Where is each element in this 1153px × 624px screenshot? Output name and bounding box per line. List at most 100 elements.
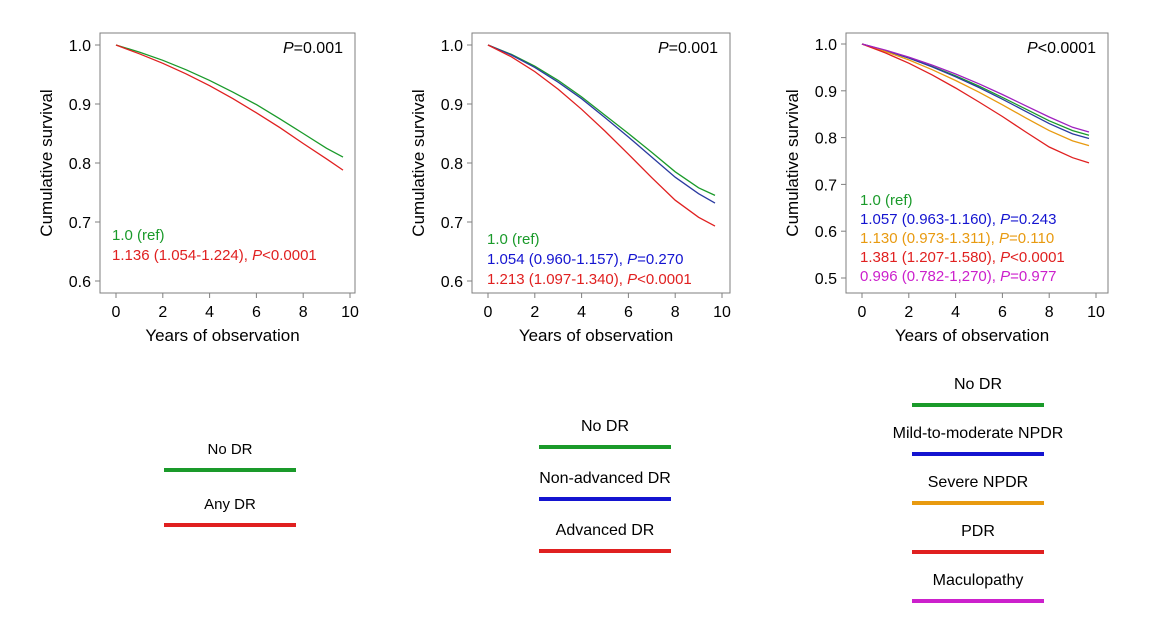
series-line-5 <box>861 43 1090 133</box>
y-tick-label: 0.8 <box>815 131 837 148</box>
x-tick-label: 4 <box>951 304 960 321</box>
x-tick-label: 6 <box>998 304 1007 321</box>
p-symbol: P <box>252 247 262 264</box>
legend-item: No DR <box>858 375 1098 407</box>
y-axis-label: Cumulative survival <box>409 89 428 236</box>
y-axis-label: Cumulative survival <box>37 89 56 236</box>
x-tick-label: 10 <box>713 304 731 321</box>
legend-swatch-line <box>539 445 671 449</box>
x-tick-label: 10 <box>1087 304 1105 321</box>
x-tick-label: 8 <box>299 304 308 321</box>
p-value-label: P=0.001 <box>658 40 718 57</box>
series-line-3 <box>861 43 1090 147</box>
y-tick-label: 1.0 <box>69 38 91 55</box>
hazard-ratio-text: 1.213 (1.097-1.340), <box>487 271 627 288</box>
hazard-ratio-annotation: 1.130 (0.973-1.311), P=0.110 <box>860 230 1054 247</box>
y-tick-label: 1.0 <box>815 37 837 54</box>
series-line-3 <box>487 44 716 227</box>
y-tick-label: 0.9 <box>815 84 837 101</box>
x-tick-label: 0 <box>858 304 867 321</box>
y-tick-label: 0.7 <box>69 215 91 232</box>
chart-panel-1: 0.6 0.7 0.8 0.9 1.0 0 2 4 6 8 10 Years of observati… <box>37 32 359 345</box>
p-value-label: P=0.001 <box>283 40 343 57</box>
chart-panel-2: 0.6 0.7 0.8 0.9 1.0 0 2 4 6 8 10 Years of observati… <box>409 32 731 345</box>
p-value: <0.0001 <box>1010 249 1065 266</box>
p-symbol: P <box>627 251 637 268</box>
p-symbol: P <box>1027 40 1038 57</box>
hazard-ratio-text: 1.0 (ref) <box>487 231 540 248</box>
legend-swatch-line <box>539 497 671 501</box>
hazard-ratio-annotation: 1.0 (ref) <box>112 227 165 244</box>
legend-item: Any DR <box>130 495 330 527</box>
legend-swatch-line <box>539 549 671 553</box>
y-tick-label: 0.5 <box>815 271 837 288</box>
y-tick-label: 0.9 <box>69 97 91 114</box>
hazard-ratio-annotation: 1.0 (ref) <box>487 231 540 248</box>
legend-1: No DR Any DR <box>130 440 330 550</box>
legend-label: No DR <box>580 418 629 435</box>
legend-swatch-line <box>164 523 296 527</box>
legend-item: Severe NPDR <box>858 473 1098 505</box>
p-symbol: P <box>658 40 669 57</box>
series-line-4 <box>861 43 1090 164</box>
legend-label: No DR <box>953 376 1002 393</box>
plot-frame <box>845 32 1109 294</box>
p-symbol: P <box>627 271 637 288</box>
legend-label: Maculopathy <box>932 572 1024 589</box>
hazard-ratio-text: 1.0 (ref) <box>860 192 913 209</box>
p-value: =0.977 <box>1010 268 1056 285</box>
legend-swatch-line <box>912 501 1044 505</box>
hazard-ratio-annotation: 1.213 (1.097-1.340), P<0.0001 <box>487 271 692 288</box>
legend-3: No DR Mild-to-moderate NPDR Severe NPDR PDR… <box>858 375 1098 620</box>
x-axis-label: Years of observation <box>895 326 1049 345</box>
hazard-ratio-annotation: 1.057 (0.963-1.160), P=0.243 <box>860 211 1056 228</box>
p-value-label: P<0.0001 <box>1027 40 1096 57</box>
legend-swatch-line <box>912 452 1044 456</box>
hazard-ratio-text: 1.130 (0.973-1.311), <box>860 230 999 247</box>
y-tick-label: 0.6 <box>815 224 837 241</box>
p-symbol: P <box>1000 211 1010 228</box>
series-line-1 <box>487 44 716 196</box>
legend-label: Any DR <box>204 496 256 513</box>
p-value: =0.270 <box>637 251 683 268</box>
y-tick-label: 0.7 <box>441 215 463 232</box>
hazard-ratio-text: 1.136 (1.054-1.224), <box>112 247 252 264</box>
hazard-ratio-annotation: 0.996 (0.782-1,270), P=0.977 <box>860 268 1056 285</box>
x-axis-label: Years of observation <box>145 326 299 345</box>
legend-label: PDR <box>961 523 995 540</box>
y-axis-label: Cumulative survival <box>783 89 802 236</box>
x-tick-label: 2 <box>158 304 167 321</box>
legend-swatch-line <box>912 550 1044 554</box>
x-tick-label: 0 <box>112 304 121 321</box>
x-tick-label: 8 <box>1045 304 1054 321</box>
legend-swatch-line <box>912 599 1044 603</box>
p-symbol: P <box>283 40 294 57</box>
hazard-ratio-text: 1.381 (1.207-1.580), <box>860 249 1000 266</box>
legend-2: No DR Non-advanced DR Advanced DR <box>505 417 705 573</box>
legend-swatch-line <box>912 403 1044 407</box>
p-symbol: P <box>1000 249 1010 266</box>
legend-label: Non-advanced DR <box>539 470 671 487</box>
legend-item: No DR <box>505 417 705 449</box>
legend-item: PDR <box>858 522 1098 554</box>
legend-label: No DR <box>207 441 253 458</box>
y-tick-label: 0.9 <box>441 97 463 114</box>
hazard-ratio-text: 1.0 (ref) <box>112 227 165 244</box>
p-value: <0.0001 <box>637 271 692 288</box>
series-line-2 <box>487 44 716 204</box>
chart-panel-3: 0.5 0.6 0.7 0.8 0.9 1.0 0 2 4 6 8 10 Years of observ… <box>783 32 1109 345</box>
legend-item: Maculopathy <box>858 571 1098 603</box>
legend-label: Advanced DR <box>555 522 655 539</box>
y-tick-label: 0.8 <box>69 156 91 173</box>
hazard-ratio-text: 0.996 (0.782-1,270), <box>860 268 1000 285</box>
x-tick-label: 4 <box>205 304 214 321</box>
p-symbol: P <box>999 230 1009 247</box>
p-value: =0.001 <box>294 40 343 57</box>
hazard-ratio-annotation: 1.381 (1.207-1.580), P<0.0001 <box>860 249 1065 266</box>
x-tick-label: 6 <box>252 304 261 321</box>
legend-item: Non-advanced DR <box>505 469 705 501</box>
p-symbol: P <box>1000 268 1010 285</box>
legend-item: Advanced DR <box>505 521 705 553</box>
y-tick-label: 0.6 <box>69 274 91 291</box>
x-tick-label: 2 <box>904 304 913 321</box>
